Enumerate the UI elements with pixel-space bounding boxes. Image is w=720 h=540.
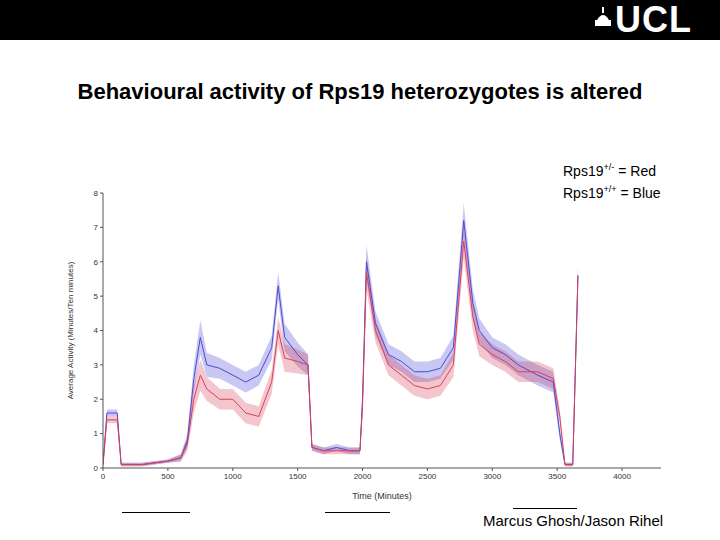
svg-text:2: 2 xyxy=(94,395,99,404)
svg-text:5: 5 xyxy=(94,292,99,301)
svg-text:Average Activity (Minutes/Ten: Average Activity (Minutes/Ten minutes) xyxy=(66,261,75,399)
svg-text:0: 0 xyxy=(101,472,106,481)
svg-text:4: 4 xyxy=(94,326,99,335)
svg-text:0: 0 xyxy=(94,464,99,473)
svg-text:500: 500 xyxy=(161,472,175,481)
html-text:UCL: UCL xyxy=(615,0,692,40)
svg-text:1500: 1500 xyxy=(289,472,307,481)
html-text:Rps19+/+= Blue: Rps19+/+= Blue xyxy=(563,184,661,202)
svg-text:4000: 4000 xyxy=(613,472,631,481)
svg-text:3500: 3500 xyxy=(548,472,566,481)
svg-text:6: 6 xyxy=(94,258,99,267)
svg-text:8: 8 xyxy=(94,189,99,198)
svg-text:7: 7 xyxy=(94,223,99,232)
html-text:Behavioural activity of Rps19: Behavioural activity of Rps19 heterozygo… xyxy=(77,79,643,104)
svg-text:3: 3 xyxy=(94,361,99,370)
svg-text:2500: 2500 xyxy=(419,472,437,481)
svg-text:3000: 3000 xyxy=(483,472,501,481)
html-text:Rps19+/-= Red: Rps19+/-= Red xyxy=(563,162,656,179)
svg-text:2000: 2000 xyxy=(354,472,372,481)
svg-text:Time (Minutes): Time (Minutes) xyxy=(352,491,412,501)
svg-text:1: 1 xyxy=(94,429,99,438)
svg-text:1000: 1000 xyxy=(224,472,242,481)
html-text:Marcus Ghosh/Jason Rihel: Marcus Ghosh/Jason Rihel xyxy=(483,512,664,529)
